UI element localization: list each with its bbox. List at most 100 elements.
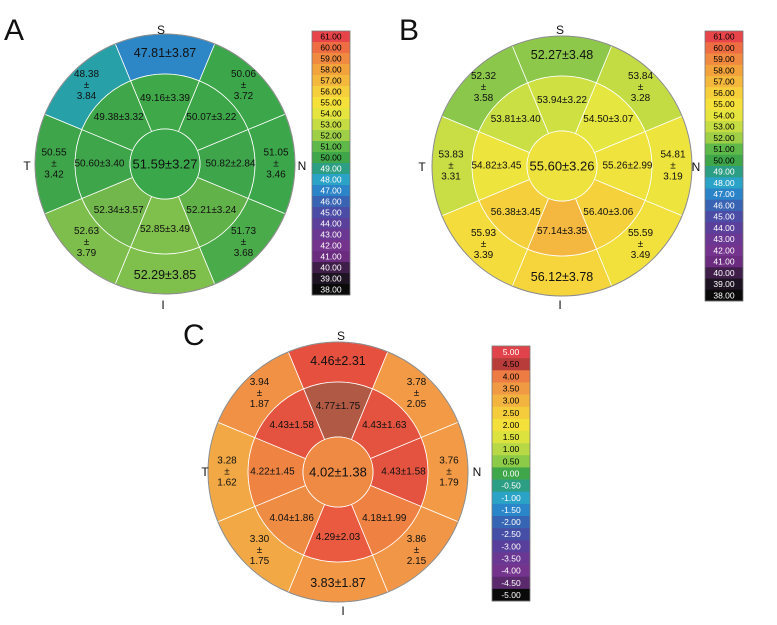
orientation-label-right: N bbox=[692, 160, 701, 174]
outer-value-superotemporal: 1.87 bbox=[250, 399, 270, 410]
scale-cell bbox=[705, 42, 743, 54]
orientation-label-top: S bbox=[157, 23, 165, 37]
outer-value-inferotemporal: 1.75 bbox=[250, 556, 270, 567]
outer-value-temporal: ± bbox=[51, 159, 57, 170]
scale-cell bbox=[312, 31, 350, 43]
outer-value-nasal: 51.05 bbox=[263, 147, 288, 158]
scale-label: 57.00 bbox=[320, 76, 342, 86]
scale-cell bbox=[312, 229, 350, 241]
map-outline bbox=[431, 35, 693, 297]
orientation-label-bottom: I bbox=[161, 298, 164, 312]
scale-border bbox=[491, 345, 531, 602]
outer-value-inferotemporal: 52.63 bbox=[74, 226, 99, 237]
scale-cell bbox=[492, 406, 530, 420]
scale-cell bbox=[312, 251, 350, 263]
scale-cell bbox=[492, 491, 530, 505]
scale-cell bbox=[492, 370, 530, 383]
orientation-label-left: T bbox=[418, 160, 426, 174]
outer-value-superotemporal: 52.32 bbox=[471, 71, 496, 82]
scale-label: 4.50 bbox=[503, 359, 520, 369]
inner-value-inferonasal: 4.18±1.99 bbox=[362, 513, 407, 524]
orientation-label-top: S bbox=[556, 23, 564, 37]
scale-label: 40.00 bbox=[320, 263, 342, 273]
scale-label: -2.50 bbox=[501, 529, 521, 539]
scale-label: 45.00 bbox=[320, 208, 342, 218]
inner-value-inferior: 4.29±2.03 bbox=[316, 532, 361, 543]
scale-cell bbox=[705, 188, 743, 201]
scale-cell bbox=[492, 394, 530, 408]
orientation-label-bottom: I bbox=[341, 604, 344, 618]
outer-value-nasal: ± bbox=[670, 161, 676, 172]
outer-value-inferotemporal: 3.79 bbox=[77, 248, 97, 259]
scale-cell bbox=[312, 240, 350, 252]
scale-cell bbox=[492, 418, 530, 432]
map-panel-a: 47.81±3.8750.06±3.7251.05±3.4651.73±3.68… bbox=[4, 14, 351, 312]
scale-label: 45.00 bbox=[713, 212, 735, 222]
inner-value-superotemporal: 53.81±3.40 bbox=[491, 114, 541, 125]
scale-label: 56.00 bbox=[713, 88, 735, 98]
inner-value-superonasal: 4.43±1.63 bbox=[362, 420, 407, 431]
scale-cell bbox=[705, 154, 743, 167]
scale-label: 49.00 bbox=[320, 164, 342, 174]
scale-cell bbox=[312, 207, 350, 219]
scale-cell bbox=[492, 382, 530, 395]
scale-label: 1.50 bbox=[503, 432, 520, 442]
panel-letter: C bbox=[183, 319, 205, 352]
center-zone bbox=[526, 130, 598, 202]
scale-cell bbox=[705, 87, 743, 99]
outer-value-inferonasal: 55.59 bbox=[628, 228, 653, 239]
inner-value-superior: 49.16±3.39 bbox=[140, 93, 190, 104]
scale-label: 61.00 bbox=[320, 32, 342, 42]
outer-value-inferonasal: 3.68 bbox=[234, 248, 254, 259]
scale-cell bbox=[312, 130, 350, 142]
orientation-label-left: T bbox=[23, 159, 31, 173]
scale-label: 58.00 bbox=[713, 65, 735, 75]
outer-value-temporal: 53.83 bbox=[438, 149, 463, 160]
outer-value-superotemporal: 3.84 bbox=[77, 91, 97, 102]
outer-value-inferonasal: 51.73 bbox=[231, 226, 256, 237]
outer-value-superotemporal: ± bbox=[257, 388, 263, 399]
scale-label: -3.00 bbox=[501, 541, 521, 551]
outer-value-nasal: ± bbox=[273, 159, 279, 170]
scale-cell bbox=[312, 218, 350, 230]
outer-value-temporal: ± bbox=[224, 467, 230, 478]
scale-label: 46.00 bbox=[713, 200, 735, 210]
outer-value-superonasal: 3.28 bbox=[631, 93, 651, 104]
outer-value-superonasal: 53.84 bbox=[628, 71, 653, 82]
scale-label: 56.00 bbox=[320, 87, 342, 97]
inner-value-superior: 53.94±3.22 bbox=[537, 95, 587, 106]
center-value: 4.02±1.38 bbox=[309, 465, 367, 480]
scale-cell bbox=[312, 273, 350, 285]
scale-label: 59.00 bbox=[713, 54, 735, 64]
scale-cell bbox=[312, 152, 350, 164]
scale-cell bbox=[492, 588, 530, 602]
scale-label: -5.00 bbox=[501, 590, 521, 600]
outer-value-superotemporal: 3.94 bbox=[250, 377, 270, 388]
scale-cell bbox=[492, 346, 530, 359]
outer-value-temporal: 3.42 bbox=[44, 170, 64, 181]
inner-value-temporal: 4.22±1.45 bbox=[250, 467, 295, 478]
scale-cell bbox=[312, 141, 350, 153]
outer-value-superotemporal: ± bbox=[84, 80, 90, 91]
scale-label: 49.00 bbox=[713, 167, 735, 177]
scale-label: 51.00 bbox=[713, 144, 735, 154]
scale-label: 3.00 bbox=[503, 396, 520, 406]
outer-value-superonasal: ± bbox=[241, 80, 247, 91]
scale-label: 39.00 bbox=[320, 274, 342, 284]
scale-label: 47.00 bbox=[713, 189, 735, 199]
scale-label: 57.00 bbox=[713, 77, 735, 87]
outer-value-inferotemporal: ± bbox=[481, 239, 487, 250]
scale-label: 61.00 bbox=[713, 32, 735, 42]
scale-cell bbox=[705, 177, 743, 189]
scale-cell bbox=[312, 97, 350, 109]
outer-value-nasal: 1.79 bbox=[439, 478, 459, 489]
scale-cell bbox=[312, 64, 350, 76]
scale-label: 54.00 bbox=[320, 109, 342, 119]
scale-label: 42.00 bbox=[320, 241, 342, 251]
outer-value-temporal: ± bbox=[448, 161, 454, 172]
scale-label: 4.00 bbox=[503, 371, 520, 381]
scale-cell bbox=[492, 564, 530, 578]
map-panel-c: 4.46±2.313.78±2.053.76±1.793.86±2.153.83… bbox=[183, 319, 531, 618]
outer-value-superior: 47.81±3.87 bbox=[134, 46, 197, 60]
scale-label: 42.00 bbox=[713, 245, 735, 255]
